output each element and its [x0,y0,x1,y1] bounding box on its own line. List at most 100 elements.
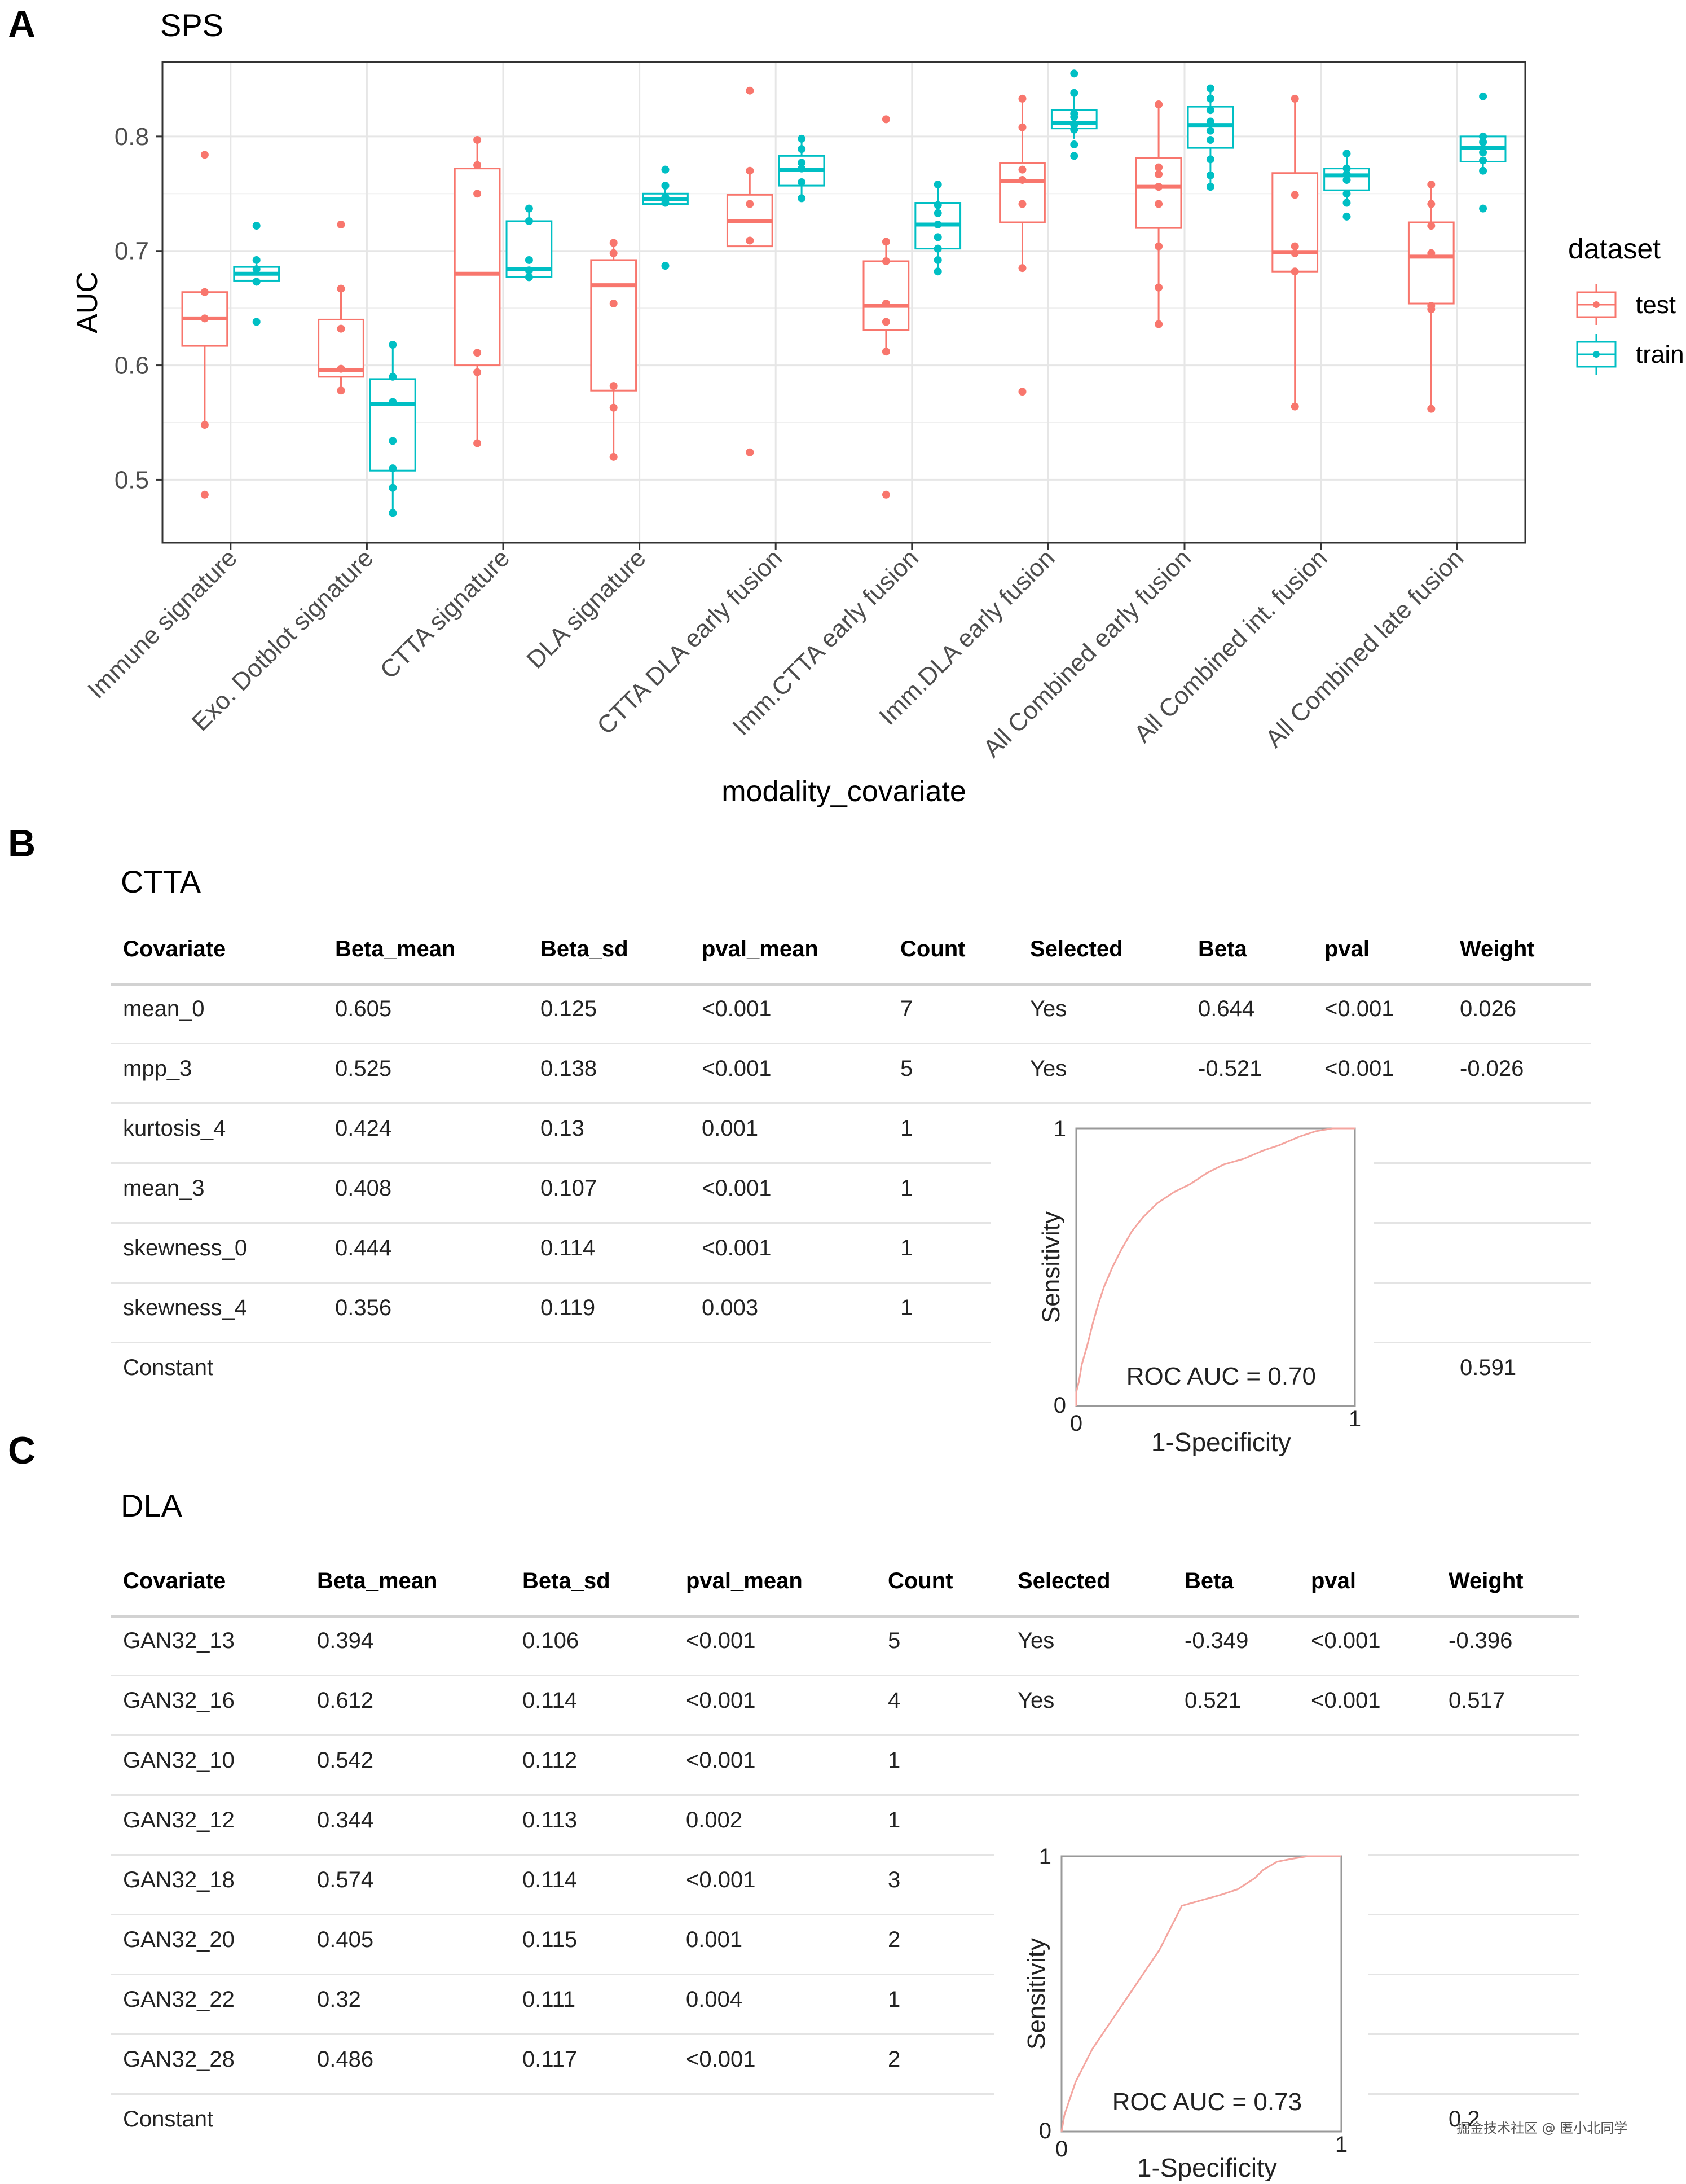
y-axis-label: AUC [71,271,104,333]
data-point [609,249,618,257]
data-point [1479,92,1487,100]
roc-y-label: Sensitivity [1037,1211,1065,1323]
data-point [1427,305,1436,314]
table-b-cell: 0.119 [540,1295,596,1320]
table-b-header-row: Covariate Beta_mean Beta_sd pval_mean Count S… [111,937,1591,996]
table-c-cell: 0.001 [686,1927,743,1952]
table-b-cell: mean_0 [123,996,205,1021]
data-point [661,199,670,207]
data-point [473,439,482,447]
data-point [1291,242,1299,251]
table-b-row: skewness_4 0.356 0.119 0.003 1 [111,1295,1591,1355]
data-point [934,181,942,189]
table-c-row-rule [111,1675,1579,1676]
table-c-cell: Constant [123,2107,214,2132]
table-c-row-rule [111,1854,1579,1856]
roc-svg: ROC AUC = 0.73 0 1 0 1 1-Specificity Sensitivi… [1023,1844,1348,2182]
table-b-cell: <0.001 [1324,996,1394,1021]
data-point [746,86,754,95]
table-c-cell: 1 [888,1987,901,2012]
table-c-cell: <0.001 [686,2047,756,2072]
table-b-cell: 0.107 [540,1176,597,1201]
table-c-row: GAN32_12 0.344 0.113 0.002 1 [111,1808,1579,1867]
data-point [389,464,397,473]
data-point [389,484,397,492]
data-point [1427,405,1436,413]
legend-title: dataset [1568,233,1661,265]
data-point [337,284,345,293]
x-tick-label: CTTA signature [375,544,515,684]
data-point [337,364,345,373]
data-point [882,115,890,124]
table-b-cell: <0.001 [702,1236,772,1260]
data-point [798,145,806,153]
table-c-cell: 0.002 [686,1808,743,1833]
data-point [1342,190,1351,198]
table-c-cell: <0.001 [686,1867,756,1892]
data-point [1427,200,1436,208]
data-point [200,490,209,499]
data-point [389,372,397,381]
table-c-cell: GAN32_28 [123,2047,235,2072]
roc-y-tick: 0 [1054,1393,1066,1418]
table-c-cell: 2 [888,1927,901,1952]
data-point [1206,106,1214,115]
table-c-cell: <0.001 [1311,1628,1381,1653]
box-test [590,259,637,392]
table-b-cell: <0.001 [702,1176,772,1201]
data-point [1155,163,1163,172]
data-point [389,509,397,517]
data-point [1342,150,1351,158]
table-b-cell: 0.605 [335,996,392,1021]
table-b-row: kurtosis_4 0.424 0.13 0.001 1 [111,1116,1591,1176]
table-c-cell: GAN32_22 [123,1987,235,2012]
table-c-cell: 0.112 [522,1748,578,1773]
table-c-cell: 0.517 [1449,1688,1505,1713]
table-c-cell: <0.001 [686,1688,756,1713]
table-c-header-rule [111,1615,1579,1618]
table-b-cell: Beta_mean [335,937,456,961]
data-point [389,341,397,349]
data-point [1291,94,1299,103]
table-c-cell: GAN32_13 [123,1628,235,1653]
table-c-cell: GAN32_20 [123,1927,235,1952]
data-point [1206,126,1214,135]
data-point [1155,242,1163,251]
data-point [1427,222,1436,230]
table-c-cell: 0.405 [317,1927,374,1952]
data-point [1018,264,1027,273]
legend-key-point [1593,351,1600,358]
data-point [337,386,345,395]
table-c-cell: GAN32_16 [123,1688,235,1713]
x-axis-label: modality_covariate [721,775,966,808]
table-b-cell: Weight [1460,937,1535,961]
data-point [525,217,533,225]
roc-x-label: 1-Specificity [1151,1427,1291,1456]
data-point [389,398,397,406]
roc-b: ROC AUC = 0.70 0 1 0 1 1-Specificity Sensitivi… [991,1117,1374,1457]
roc-frame [1060,1855,1342,2133]
roc-frame [1075,1127,1356,1407]
data-point [1479,132,1487,140]
table-b-row: mean_0 0.605 0.125 <0.001 7 Yes 0.644 <0.001 0.0… [111,996,1591,1056]
data-point [1070,140,1078,149]
data-point [1206,155,1214,164]
table-b-cell: 0.444 [335,1236,392,1260]
table-b-cell: Beta [1198,937,1247,961]
table-c-cell: 0.486 [317,2047,374,2072]
table-c-cell: 0.004 [686,1987,743,2012]
data-point [1291,267,1299,276]
table-c-cell: 0.344 [317,1808,374,1833]
data-point [1070,152,1078,160]
data-point [798,194,806,203]
table-b-cell: 0.644 [1198,996,1255,1021]
table-c-cell: GAN32_10 [123,1748,235,1773]
table-b-cell: 0.408 [335,1176,392,1201]
data-point [1155,200,1163,208]
plot-border [161,61,1526,544]
box-train [369,378,416,472]
table-b-cell: skewness_0 [123,1236,248,1260]
table-c-cell: 0.113 [522,1808,578,1833]
data-point [525,256,533,264]
table-c-cell: 0.542 [317,1748,374,1773]
